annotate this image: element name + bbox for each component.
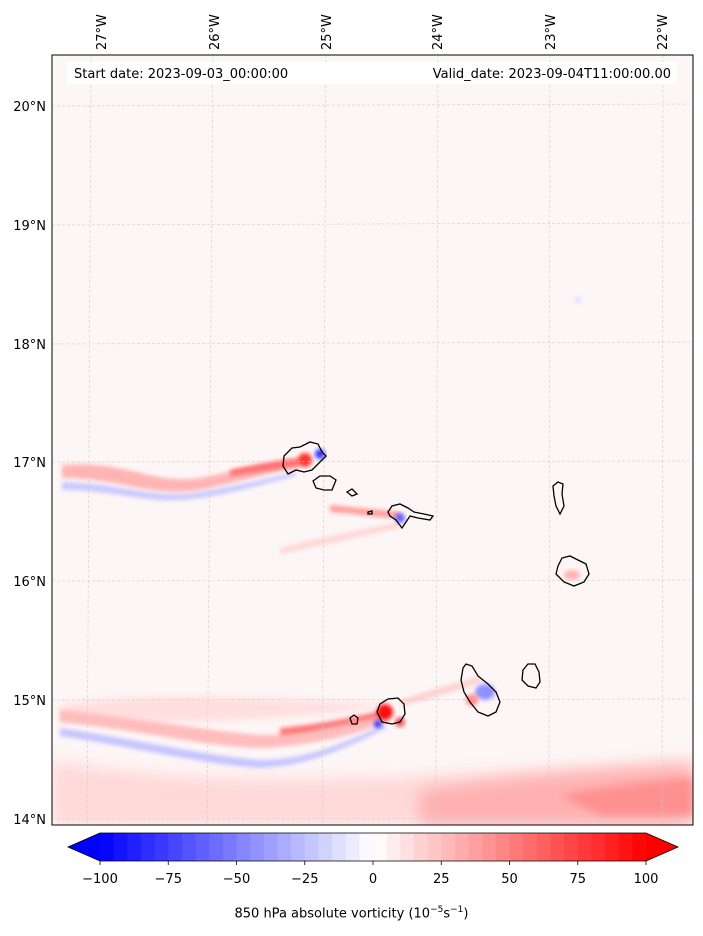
colorbar-tick-label: 0 [369, 872, 377, 887]
colorbar-tick-label: 25 [433, 872, 450, 887]
colorbar-cell [250, 833, 265, 861]
map-background [52, 55, 693, 825]
lon-label: 25°W [320, 14, 335, 50]
island-santa-luzia [345, 488, 359, 497]
lon-label: 22°W [656, 14, 671, 50]
colorbar-cell [618, 833, 633, 861]
lon-label: 23°W [544, 14, 559, 50]
valid-date-label: Valid_date: 2023-09-04T11:00:00.00 [433, 67, 671, 82]
colorbar-cell [441, 833, 456, 861]
lon-label: 26°W [208, 14, 223, 50]
start-date-label: Start date: 2023-09-03_00:00:00 [74, 67, 288, 82]
island-sao-nicolau-main [387, 503, 435, 530]
colorbar-cell [550, 833, 565, 861]
colorbar-tick-label: 100 [634, 872, 659, 887]
colorbar-cell [236, 833, 251, 861]
lat-label: 15°N [13, 694, 46, 709]
map-frame [51, 54, 694, 826]
lat-label: 14°N [13, 813, 46, 828]
colorbar-cell [359, 833, 374, 861]
colorbar-tick-label: −50 [223, 872, 250, 887]
colorbar-cell [495, 833, 511, 861]
island-fogo [376, 697, 406, 725]
island-santo-antao [282, 441, 327, 475]
lon-labels: 27°W 26°W 25°W 24°W 23°W 22°W [95, 14, 671, 50]
colorbar-cell [140, 833, 156, 861]
colorbar-cell [400, 833, 415, 861]
lat-label: 19°N [13, 219, 46, 234]
colorbar-cell [564, 833, 579, 861]
colorbar-cell [591, 833, 606, 861]
lat-label: 18°N [13, 338, 46, 353]
lat-label: 16°N [13, 575, 46, 590]
island-brava [349, 714, 359, 725]
colorbar-min-extension [68, 833, 100, 861]
colorbar-tick-label: 50 [501, 872, 518, 887]
coastlines [282, 441, 590, 725]
colorbar-cell [373, 833, 388, 861]
colorbar-cell [523, 833, 538, 861]
colorbar-label: 850 hPa absolute vorticity (10−5s−1) [234, 905, 469, 922]
island-sao-vicente [312, 475, 337, 491]
lon-label: 27°W [95, 14, 110, 50]
colorbar-cell [222, 833, 238, 861]
colorbar-cell [113, 833, 128, 861]
colorbar-cell [100, 833, 115, 861]
colorbar-cell [291, 833, 306, 861]
colorbar-tick-label: −75 [155, 872, 182, 887]
colorbar-cell [209, 833, 224, 861]
colorbar: −100 −75 −50 −25 0 25 50 75 100 [67, 832, 679, 887]
lat-label: 20°N [13, 100, 46, 115]
colorbar-cell [454, 833, 470, 861]
colorbar-cell [332, 833, 347, 861]
vorticity-field [52, 297, 693, 825]
colorbar-cell [632, 833, 647, 861]
island-santiago [460, 663, 501, 717]
colorbar-cell [263, 833, 279, 861]
colorbar-tick-label: −100 [82, 872, 118, 887]
colorbar-cell [536, 833, 552, 861]
colorbar-cell [154, 833, 169, 861]
island-sao-nicolau [367, 510, 373, 515]
island-maio [521, 663, 541, 689]
colorbar-cell [427, 833, 442, 861]
colorbar-cell [482, 833, 497, 861]
colorbar-cell [181, 833, 197, 861]
colorbar-cell [509, 833, 524, 861]
colorbar-tick-label: −25 [291, 872, 318, 887]
colorbar-tick-label: 75 [569, 872, 586, 887]
colorbar-cell [304, 833, 319, 861]
colorbar-cell [168, 833, 183, 861]
lon-label: 24°W [431, 14, 446, 50]
colorbar-cell [195, 833, 210, 861]
gridlines [52, 55, 693, 825]
header-box [67, 62, 677, 84]
lat-labels: 20°N 19°N 18°N 17°N 16°N 15°N 14°N [13, 100, 46, 828]
colorbar-cell [127, 833, 142, 861]
colorbar-cell [413, 833, 429, 861]
colorbar-cell [386, 833, 401, 861]
colorbar-cell [277, 833, 292, 861]
lat-label: 17°N [13, 456, 46, 471]
colorbar-cell [318, 833, 333, 861]
colorbar-cell [577, 833, 592, 861]
colorbar-cell [605, 833, 620, 861]
colorbar-cell [468, 833, 483, 861]
island-boa-vista [555, 555, 590, 587]
colorbar-cell [345, 833, 360, 861]
island-sal [552, 481, 565, 516]
colorbar-max-extension [646, 833, 678, 861]
